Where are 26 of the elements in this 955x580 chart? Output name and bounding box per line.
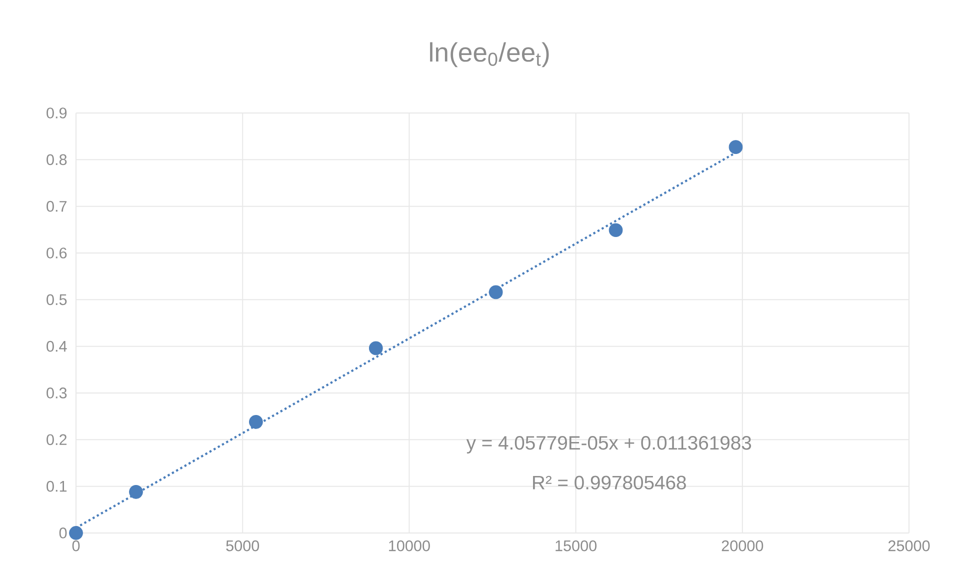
y-tick-label: 0.1 [46,480,67,492]
x-tick-label: 15000 [556,540,597,552]
x-tick-label: 5000 [226,540,260,552]
annotation: y = 4.05779E-05x + 0.011361983 [466,436,752,454]
point [488,285,503,300]
y-tick-label: 0.4 [46,340,67,352]
point [69,526,83,540]
y-tick-label: 0.5 [46,294,67,306]
y-tick-label: 0 [59,528,67,538]
point [728,140,743,154]
x-tick-label: 0 [72,540,80,552]
y-tick-label: 0.3 [46,388,67,398]
x-tick-label: 25000 [888,540,930,552]
x-tick-label: 20000 [722,540,764,552]
annotation: R² = 0.997805468 [533,476,686,490]
y-tick-label: 0.8 [46,154,67,166]
y-tick-label: 0.2 [46,434,67,446]
point [368,341,383,356]
y-tick-label: 0.6 [46,248,67,258]
y-tick-label: 0.7 [46,200,67,212]
point [608,223,623,238]
point [129,484,143,499]
y-tick-label: 0.9 [46,108,67,118]
point [249,414,263,429]
x-tick-label: 10000 [389,540,430,552]
chart-title: ln(ee$_{0}$/ee$_{t}$) [430,42,549,68]
